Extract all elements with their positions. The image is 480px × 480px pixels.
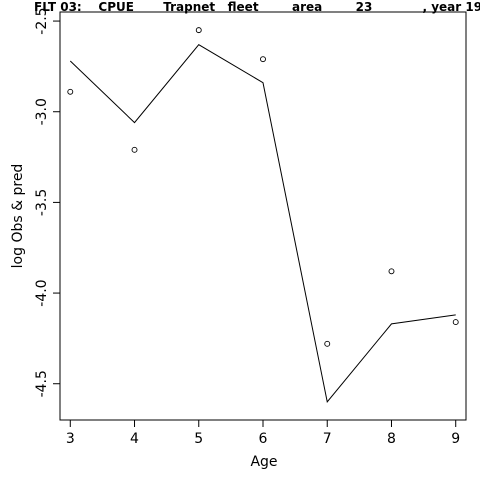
chart-title: FLT 03: CPUE Trapnet fleet area 23 , yea…	[34, 0, 480, 14]
observed-point	[324, 340, 331, 347]
y-tick-label: -3.5	[34, 189, 50, 216]
x-tick-label: 6	[259, 431, 268, 447]
observed-point	[131, 146, 138, 153]
y-tick-label: -2.5	[34, 7, 50, 34]
x-tick-label: 5	[194, 431, 203, 447]
x-tick-label: 4	[130, 431, 139, 447]
plot-frame	[59, 11, 467, 421]
observed-point	[452, 319, 459, 326]
y-tick-label: -4.5	[34, 370, 50, 397]
x-axis-label: Age	[250, 454, 277, 470]
x-tick-label: 7	[323, 431, 332, 447]
series-layer	[67, 27, 459, 403]
observed-point	[388, 268, 395, 275]
observed-point	[67, 88, 74, 95]
x-axis: 3 4 5 6 7 8 9	[66, 420, 460, 447]
x-tick-label: 8	[387, 431, 396, 447]
observed-point	[260, 56, 266, 63]
x-tick-label: 9	[451, 431, 460, 447]
y-axis-label: log Obs & pred	[10, 164, 26, 269]
y-tick-label: -3.0	[34, 98, 50, 125]
y-axis: -2.5 -3.0 -3.5 -4.0 -4.5	[34, 7, 60, 397]
y-tick-label: -4.0	[34, 279, 50, 306]
x-tick-label: 3	[66, 431, 75, 447]
observed-point	[195, 27, 202, 34]
predicted-line	[69, 43, 456, 403]
